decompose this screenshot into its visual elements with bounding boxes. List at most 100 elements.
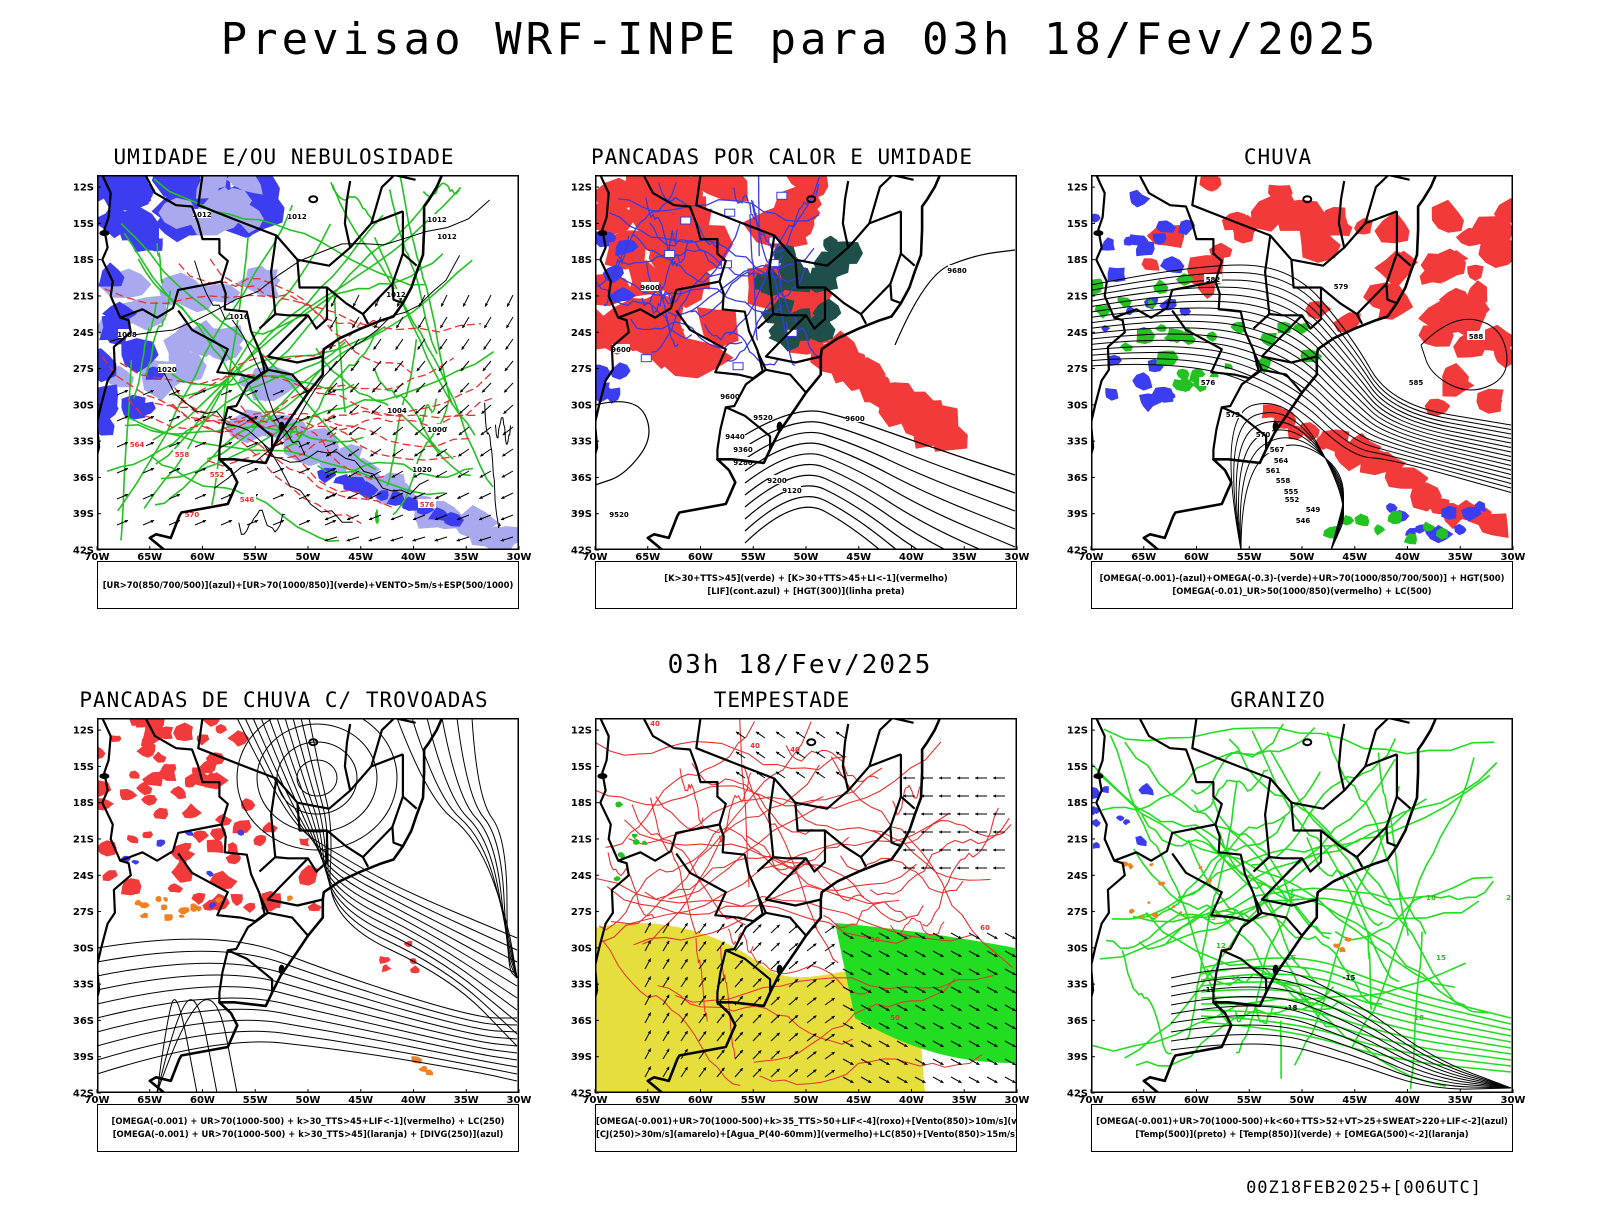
lat-tick-label: 21S bbox=[1067, 834, 1088, 845]
lon-tick-label: 35W bbox=[1448, 552, 1473, 563]
contour-label: 1012 bbox=[192, 211, 212, 219]
contour-label: 50 bbox=[870, 936, 880, 944]
lat-tick-label: 30S bbox=[571, 943, 592, 954]
lat-tick-label: 27S bbox=[571, 907, 592, 918]
contour-label: 567 bbox=[1270, 446, 1285, 454]
legend-line: [UR>70(850/700/500)](azul)+[UR>70(1000/8… bbox=[102, 579, 514, 590]
lat-tick-label: 18S bbox=[73, 255, 94, 266]
lat-tick-label: 18S bbox=[73, 798, 94, 809]
lat-tick-label: 12S bbox=[73, 183, 94, 194]
map-geography bbox=[595, 718, 942, 1093]
weather-map[interactable]: 40 40 40 50 50 60 12S 15S 18S 21S 24S 27S 30S 33S 36S 3… bbox=[571, 718, 1029, 1106]
contour-label: 561 bbox=[1266, 467, 1281, 475]
forecast-field: 5885855825795765735705675645615585555525… bbox=[1091, 175, 1513, 550]
legend-line: [LIF](cont.azul) + [HGT(300)](linha pret… bbox=[707, 586, 905, 596]
legend-line: [OMEGA(-0.01)_UR>50(1000/850)(vermelho) … bbox=[1172, 586, 1432, 596]
panel-title: TEMPESTADE bbox=[713, 688, 851, 712]
lat-tick-label: 27S bbox=[73, 907, 94, 918]
panel-legend: [OMEGA(-0.001)-(azul)+OMEGA(-0.3)-(verde… bbox=[1091, 561, 1513, 609]
legend-line: [K>30+TTS>45](verde) + [K>30+TTS>45+LI<-… bbox=[664, 573, 948, 583]
contour-label: 558 bbox=[1276, 477, 1291, 485]
contour-label: 546 bbox=[240, 496, 255, 504]
lon-tick-label: 40W bbox=[401, 1095, 426, 1106]
panel-legend: [UR>70(850/700/500)](azul)+[UR>70(1000/8… bbox=[97, 561, 519, 609]
contour-label: 1020 bbox=[157, 366, 177, 374]
lon-tick-label: 40W bbox=[899, 552, 924, 563]
contour-label: 18 bbox=[1426, 894, 1436, 902]
legend-line: [CJ(250)>30m/s](amarelo)+[Agua_P(40-60mm… bbox=[596, 1129, 1017, 1139]
lat-tick-label: 42S bbox=[571, 546, 592, 557]
contour-label: 9440 bbox=[725, 433, 745, 441]
contour-label: 12 bbox=[1216, 942, 1226, 950]
contour-label: 555 bbox=[1284, 488, 1299, 496]
lon-tick-label: 55W bbox=[1237, 552, 1262, 563]
panel-legend: [OMEGA(-0.001)+UR>70(1000-500)+k<60+TTS>… bbox=[1091, 1104, 1513, 1152]
panel-legend: [OMEGA(-0.001)+UR>70(1000-500)+k>35_TTS>… bbox=[595, 1104, 1017, 1152]
lat-tick-label: 12S bbox=[571, 183, 592, 194]
contour-label: 564 bbox=[130, 441, 145, 449]
legend-line: [OMEGA(-0.001) + UR>70(1000-500) + k>30_… bbox=[111, 1116, 505, 1126]
panel-legend: [K>30+TTS>45](verde) + [K>30+TTS>45+LI<-… bbox=[595, 561, 1017, 609]
lat-tick-label: 36S bbox=[571, 1016, 592, 1027]
contour-label: 576 bbox=[1201, 379, 1216, 387]
contour-label: 546 bbox=[1296, 517, 1311, 525]
legend-line: [OMEGA(-0.001)+UR>70(1000-500)+k<60+TTS>… bbox=[1096, 1116, 1508, 1126]
lon-tick-label: 45W bbox=[348, 1095, 373, 1106]
contour-label: 558 bbox=[175, 451, 190, 459]
lat-tick-label: 21S bbox=[571, 291, 592, 302]
weather-map[interactable]: 9680 9600 9600 9600 9520 9440 9360 9280 9200 9120… bbox=[571, 175, 1029, 563]
contour-label: 552 bbox=[1285, 496, 1300, 504]
lon-tick-label: 60W bbox=[688, 552, 713, 563]
panel-title: PANCADAS POR CALOR E UMIDADE bbox=[590, 145, 973, 169]
lon-tick-label: 45W bbox=[348, 552, 373, 563]
lat-tick-label: 15S bbox=[1067, 762, 1088, 773]
lat-tick-label: 24S bbox=[1067, 871, 1088, 882]
panel-legend: [OMEGA(-0.001) + UR>70(1000-500) + k>30_… bbox=[97, 1104, 519, 1152]
lon-tick-label: 65W bbox=[1131, 552, 1156, 563]
lat-tick-label: 12S bbox=[1067, 183, 1088, 194]
lat-tick-label: 39S bbox=[1067, 509, 1088, 520]
lat-tick-label: 42S bbox=[73, 1089, 94, 1100]
lon-tick-label: 50W bbox=[1290, 552, 1315, 563]
lat-tick-label: 15S bbox=[1067, 219, 1088, 230]
contour-label: 40 bbox=[750, 742, 760, 750]
lat-tick-label: 36S bbox=[73, 1016, 94, 1027]
lon-tick-label: 70W bbox=[583, 552, 608, 563]
panel-title: UMIDADE E/OU NEBULOSIDADE bbox=[113, 145, 455, 169]
map-panel-tempestade: TEMPESTADE 40 40 40 50 50 60 12S 15S 18S 21S 24S 27… bbox=[562, 688, 1029, 1208]
lat-tick-label: 33S bbox=[73, 437, 94, 448]
forecast-field: 9680 9600 9600 9600 9520 9440 9360 9280 9200 9120… bbox=[595, 175, 1016, 550]
lon-tick-label: 45W bbox=[1342, 552, 1367, 563]
lon-tick-label: 55W bbox=[741, 552, 766, 563]
lon-tick-label: 35W bbox=[952, 1095, 977, 1106]
lat-tick-label: 24S bbox=[571, 871, 592, 882]
lat-tick-label: 12S bbox=[571, 726, 592, 737]
lat-tick-label: 18S bbox=[1067, 798, 1088, 809]
weather-map[interactable]: -12 -15 -18 15 15 15 12 18 21 18 15 12S 15S 18S 21S 24S… bbox=[1067, 718, 1525, 1106]
lat-tick-label: 33S bbox=[571, 437, 592, 448]
lon-tick-label: 70W bbox=[85, 552, 110, 563]
legend-line: [OMEGA(-0.001)+UR>70(1000-500)+k>35_TTS>… bbox=[596, 1116, 1017, 1126]
lon-tick-label: 30W bbox=[1501, 552, 1526, 563]
contour-label: 15 bbox=[1436, 954, 1446, 962]
lat-tick-label: 21S bbox=[571, 834, 592, 845]
lon-tick-label: 30W bbox=[1005, 552, 1030, 563]
contour-label: 573 bbox=[1226, 411, 1241, 419]
contour-label: 9600 bbox=[720, 393, 740, 401]
lon-tick-label: 70W bbox=[1079, 1095, 1104, 1106]
weather-map[interactable]: 1012 1012 10121012101210161020100810041000… bbox=[73, 175, 531, 563]
lat-tick-label: 42S bbox=[1067, 546, 1088, 557]
contour-label: 1000 bbox=[427, 426, 447, 434]
map-panel-umidade: UMIDADE E/OU NEBULOSIDADE 1012 1012 1012 10… bbox=[64, 145, 531, 665]
lon-tick-label: 35W bbox=[454, 1095, 479, 1106]
map-geography bbox=[97, 175, 444, 550]
lon-tick-label: 35W bbox=[1448, 1095, 1473, 1106]
lat-tick-label: 33S bbox=[1067, 437, 1088, 448]
contour-label: 585 bbox=[1409, 379, 1424, 387]
lon-tick-label: 65W bbox=[635, 552, 660, 563]
weather-map[interactable]: 5885855825795765735705675645615585555525… bbox=[1067, 175, 1525, 563]
